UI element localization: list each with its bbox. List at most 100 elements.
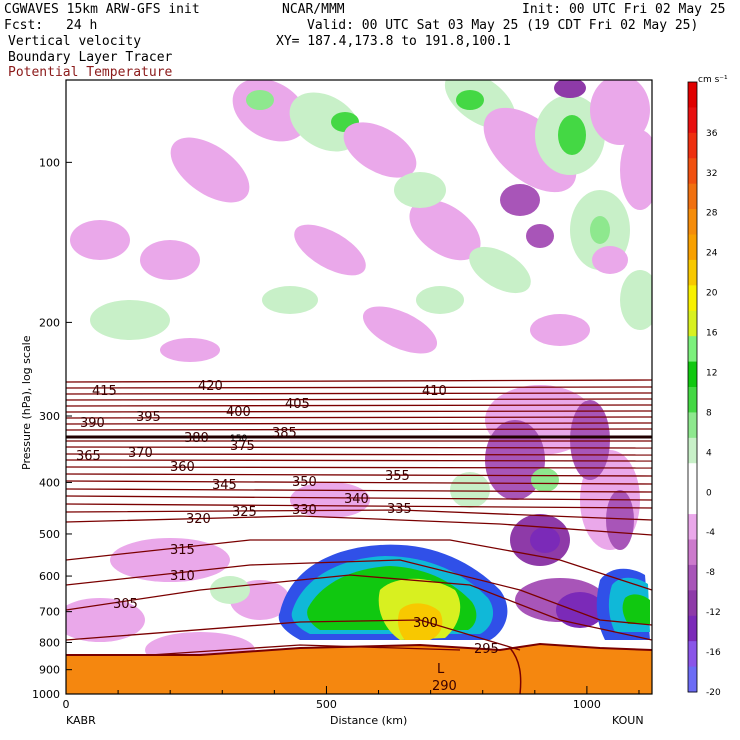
theta-label-375: 375 xyxy=(230,439,255,454)
y-tick-label: 400 xyxy=(39,476,60,489)
theta-label-370: 370 xyxy=(128,446,153,461)
theta-label-325: 325 xyxy=(232,505,257,520)
theta-label-335: 335 xyxy=(387,502,412,517)
y-axis-label: Pressure (hPa), log scale xyxy=(20,335,33,470)
velocity-field xyxy=(66,80,652,694)
theta-label-405: 405 xyxy=(285,397,310,412)
colorbar-swatch xyxy=(688,666,697,693)
theta-label-420: 420 xyxy=(198,379,223,394)
colorbar-swatch xyxy=(688,412,697,439)
org-label: NCAR/MMM xyxy=(282,2,345,17)
field-vertical-velocity: Vertical velocity xyxy=(8,34,142,49)
colorbar-swatch xyxy=(688,590,697,617)
colorbar-label: 24 xyxy=(706,249,718,259)
theta-label-360: 360 xyxy=(170,460,195,475)
theta-labels: 415 420 410 405 400 395 390 385 380 375 … xyxy=(76,379,499,694)
colorbar-label: 4 xyxy=(706,448,712,458)
low-marker: L xyxy=(437,662,445,677)
fcst-label: Fcst: xyxy=(4,18,44,33)
theta-label-330: 330 xyxy=(292,503,317,518)
colorbar-swatch xyxy=(688,310,697,337)
y-tick-label: 200 xyxy=(39,316,60,329)
theta-label-340: 340 xyxy=(344,492,369,507)
y-axis: 100 200 300 400 500 600 700 800 900 1000 xyxy=(32,156,72,701)
colorbar-label: 16 xyxy=(706,329,718,339)
theta-label-385: 385 xyxy=(272,426,297,441)
x-axis-label: Distance (km) xyxy=(330,714,407,727)
colorbar-swatch xyxy=(688,259,697,286)
theta-label-395: 395 xyxy=(136,410,161,425)
colorbar: 36 32 28 24 20 16 12 8 4 0 -4 -8 -12 -16 -20 xyxy=(687,81,721,698)
y-tick-label: 800 xyxy=(39,636,60,649)
colorbar-swatch xyxy=(688,488,697,515)
colorbar-label: 20 xyxy=(706,289,718,299)
valid-time: Valid: 00 UTC Sat 03 May 25 (19 CDT Fri … xyxy=(307,18,699,33)
theta-label-365: 365 xyxy=(76,449,101,464)
colorbar-swatch xyxy=(688,514,697,540)
model-title: CGWAVES 15km ARW-GFS init xyxy=(4,2,200,17)
colorbar-swatch xyxy=(688,539,697,566)
theta-label-400: 400 xyxy=(226,405,251,420)
theta-label-415: 415 xyxy=(92,384,117,399)
colorbar-swatch xyxy=(688,158,697,185)
colorbar-swatch xyxy=(688,234,697,261)
fcst-value: 24 h xyxy=(66,18,98,33)
colorbar-swatch xyxy=(688,641,697,668)
plot-border xyxy=(65,79,653,695)
y-tick-label: 300 xyxy=(39,410,60,423)
theta-label-350: 350 xyxy=(292,475,317,490)
colorbar-swatch xyxy=(688,387,697,413)
colorbar-swatch xyxy=(688,132,697,159)
colorbar-swatch xyxy=(688,361,697,388)
y-tick-label: 1000 xyxy=(32,688,60,701)
theta-label-390: 390 xyxy=(80,416,105,431)
colorbar-label: -16 xyxy=(706,648,721,658)
colorbar-frame xyxy=(687,81,698,693)
colorbar-label: 36 xyxy=(706,129,718,139)
y-tick-label: 500 xyxy=(39,528,60,541)
colorbar-swatch xyxy=(688,615,697,642)
tick-150-label: 150 xyxy=(230,434,247,444)
x-tick-label: 500 xyxy=(316,698,337,711)
colorbar-swatch xyxy=(688,209,697,235)
colorbar-label: 28 xyxy=(706,209,718,219)
theta-label-290: 290 xyxy=(432,679,457,694)
colorbar-label: 0 xyxy=(706,488,712,498)
theta-label-295: 295 xyxy=(474,642,499,657)
colorbar-swatch xyxy=(688,82,697,108)
colorbar-swatch xyxy=(688,437,697,464)
theta-label-310: 310 xyxy=(170,569,195,584)
theta-label-380: 380 xyxy=(184,431,209,446)
colorbar-label: -12 xyxy=(706,608,721,618)
y-tick-label: 600 xyxy=(39,570,60,583)
y-tick-label: 900 xyxy=(39,664,60,677)
x-axis: 0 500 1000 xyxy=(63,686,640,711)
theta-label-305: 305 xyxy=(113,597,138,612)
theta-label-300: 300 xyxy=(413,616,438,631)
colorbar-swatch xyxy=(688,463,697,490)
theta-label-410: 410 xyxy=(422,384,447,399)
colorbar-label: -8 xyxy=(706,568,715,578)
theta-label-345: 345 xyxy=(212,478,237,493)
colorbar-label: 12 xyxy=(706,368,717,378)
y-tick-label: 100 xyxy=(39,156,60,169)
y-tick-label: 700 xyxy=(39,606,60,619)
colorbar-swatch xyxy=(688,336,697,363)
colorbar-label: -20 xyxy=(706,688,721,698)
x-tick-label: 1000 xyxy=(573,698,601,711)
colorbar-label: 32 xyxy=(706,169,717,179)
theta-label-315: 315 xyxy=(170,543,195,558)
colorbar-label: -4 xyxy=(706,528,715,538)
field-potential-temperature: Potential Temperature xyxy=(8,65,173,80)
colorbar-units: cm s⁻¹ xyxy=(698,75,728,85)
colorbar-swatch xyxy=(688,285,697,312)
theta-contours xyxy=(66,379,652,656)
init-time: Init: 00 UTC Fri 02 May 25 xyxy=(522,2,726,17)
colorbar-swatch xyxy=(688,564,697,591)
cross-section-xy: XY= 187.4,173.8 to 191.8,100.1 xyxy=(276,34,511,49)
field-boundary-layer: Boundary Layer Tracer xyxy=(8,50,173,65)
colorbar-swatch xyxy=(688,183,697,210)
theta-label-320: 320 xyxy=(186,512,211,527)
theta-label-355: 355 xyxy=(385,469,410,484)
